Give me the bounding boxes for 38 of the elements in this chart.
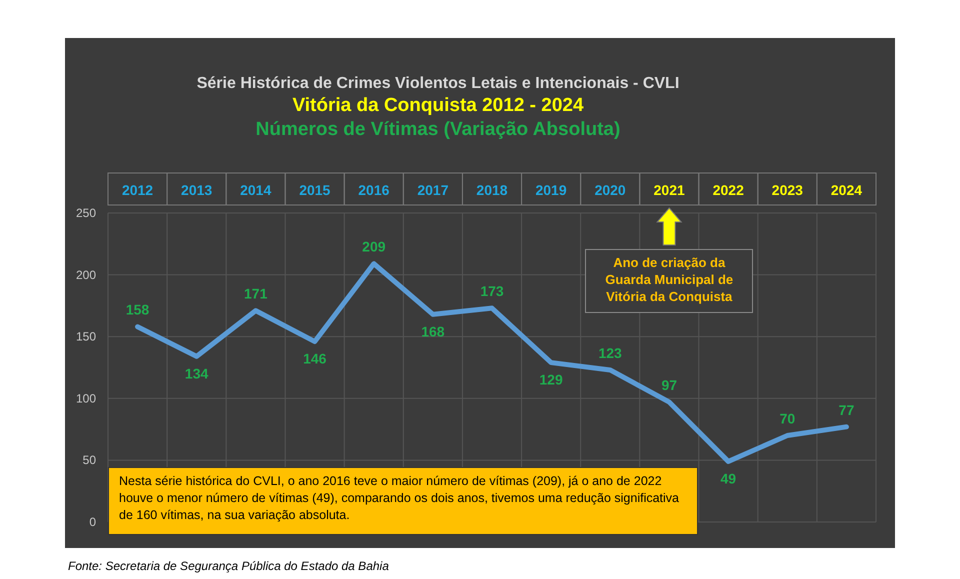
x-tick-label: 2023 [772, 182, 804, 198]
data-label: 171 [244, 286, 268, 302]
data-label: 146 [303, 350, 327, 367]
annotation: Ano de criação da Guarda Municipal de Vitória da Conquista [585, 249, 754, 313]
x-tick-label: 2018 [476, 182, 508, 198]
x-tick-label: 2017 [417, 182, 449, 198]
x-tick-label: 2019 [536, 182, 567, 198]
x-tick-label: 2013 [181, 182, 212, 198]
x-tick-label: 2012 [122, 182, 154, 198]
data-label: 123 [598, 344, 622, 361]
y-tick-label: 150 [76, 330, 96, 344]
data-label: 77 [838, 402, 854, 418]
y-tick-label: 0 [89, 515, 96, 529]
data-label: 49 [720, 470, 736, 486]
x-tick-label: 2015 [299, 182, 331, 198]
data-label: 70 [780, 410, 796, 426]
y-tick-label: 250 [76, 206, 96, 220]
y-tick-label: 50 [82, 453, 96, 468]
annotation: Nesta série histórica do CVLI, o ano 2016 teve o maior número de vítimas (209), já o ano de 2022 houve o menor número de vítimas (49), comparando os dois anos, tivemos uma redução significativa de 160 vítimas, na sua variação absoluta. [108, 467, 698, 535]
source-note: Fonte: Secretaria de Segurança Pública do Estado da Bahia [68, 559, 390, 573]
x-tick-label: 2022 [712, 182, 744, 198]
data-label: 173 [480, 283, 504, 300]
x-tick-label: 2024 [830, 182, 862, 198]
data-label: 209 [362, 238, 386, 255]
data-label: 97 [661, 377, 678, 394]
x-tick-label: 2014 [240, 182, 272, 198]
text: Números de Vítimas (Variação Absoluta) [256, 119, 620, 140]
x-tick-label: 2016 [358, 182, 390, 198]
chart-title: Série Histórica de Crimes Violentos Letais e Intencionais - CVLI [196, 75, 680, 92]
data-label: 134 [184, 365, 209, 382]
data-label: 158 [126, 302, 150, 318]
x-tick-label: 2020 [594, 182, 626, 198]
data-label: 129 [539, 372, 563, 388]
y-tick-label: 100 [76, 391, 96, 406]
x-tick-label: 2021 [654, 182, 686, 198]
chart-subtitle: Vitória da Conquista 2012 - 2024 [292, 95, 584, 116]
data-label: 168 [421, 323, 445, 340]
y-tick-label: 200 [76, 268, 96, 282]
